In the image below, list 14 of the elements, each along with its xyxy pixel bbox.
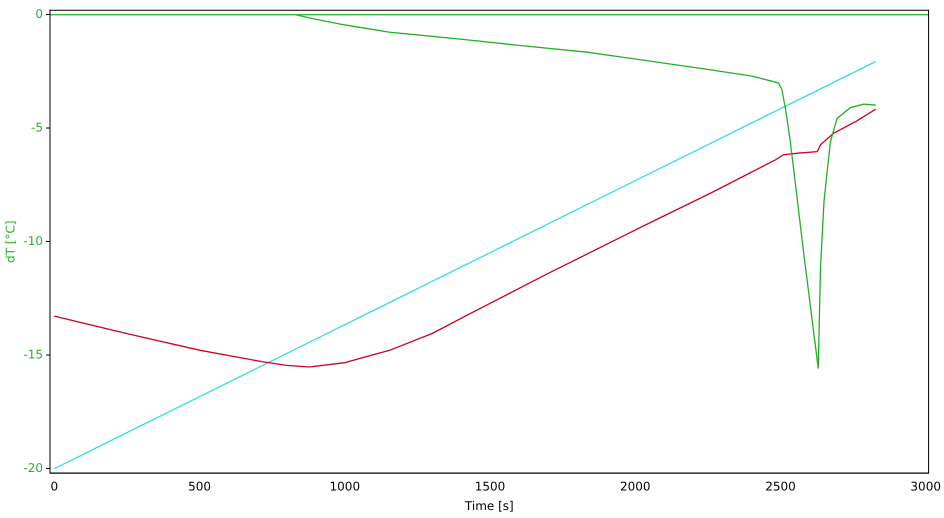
- x-tick-label: 3000: [910, 480, 941, 494]
- y-tick-label: 0: [35, 6, 43, 21]
- x-tick-label: 0: [50, 480, 58, 494]
- y-tick-label: -20: [23, 460, 43, 475]
- x-axis-title: Time [s]: [464, 498, 514, 513]
- y-axis-title: dT [°C]: [3, 220, 18, 263]
- x-tick-label: 1000: [330, 480, 360, 494]
- y-tick-label: -15: [23, 347, 43, 362]
- y-tick-label: -10: [23, 234, 43, 248]
- y-tick-label: -5: [31, 120, 43, 134]
- x-tick-label: 2500: [765, 480, 796, 494]
- x-tick-label: 1500: [474, 480, 506, 494]
- x-tick-label: 2000: [620, 480, 651, 494]
- x-tick-label: 500: [188, 480, 212, 494]
